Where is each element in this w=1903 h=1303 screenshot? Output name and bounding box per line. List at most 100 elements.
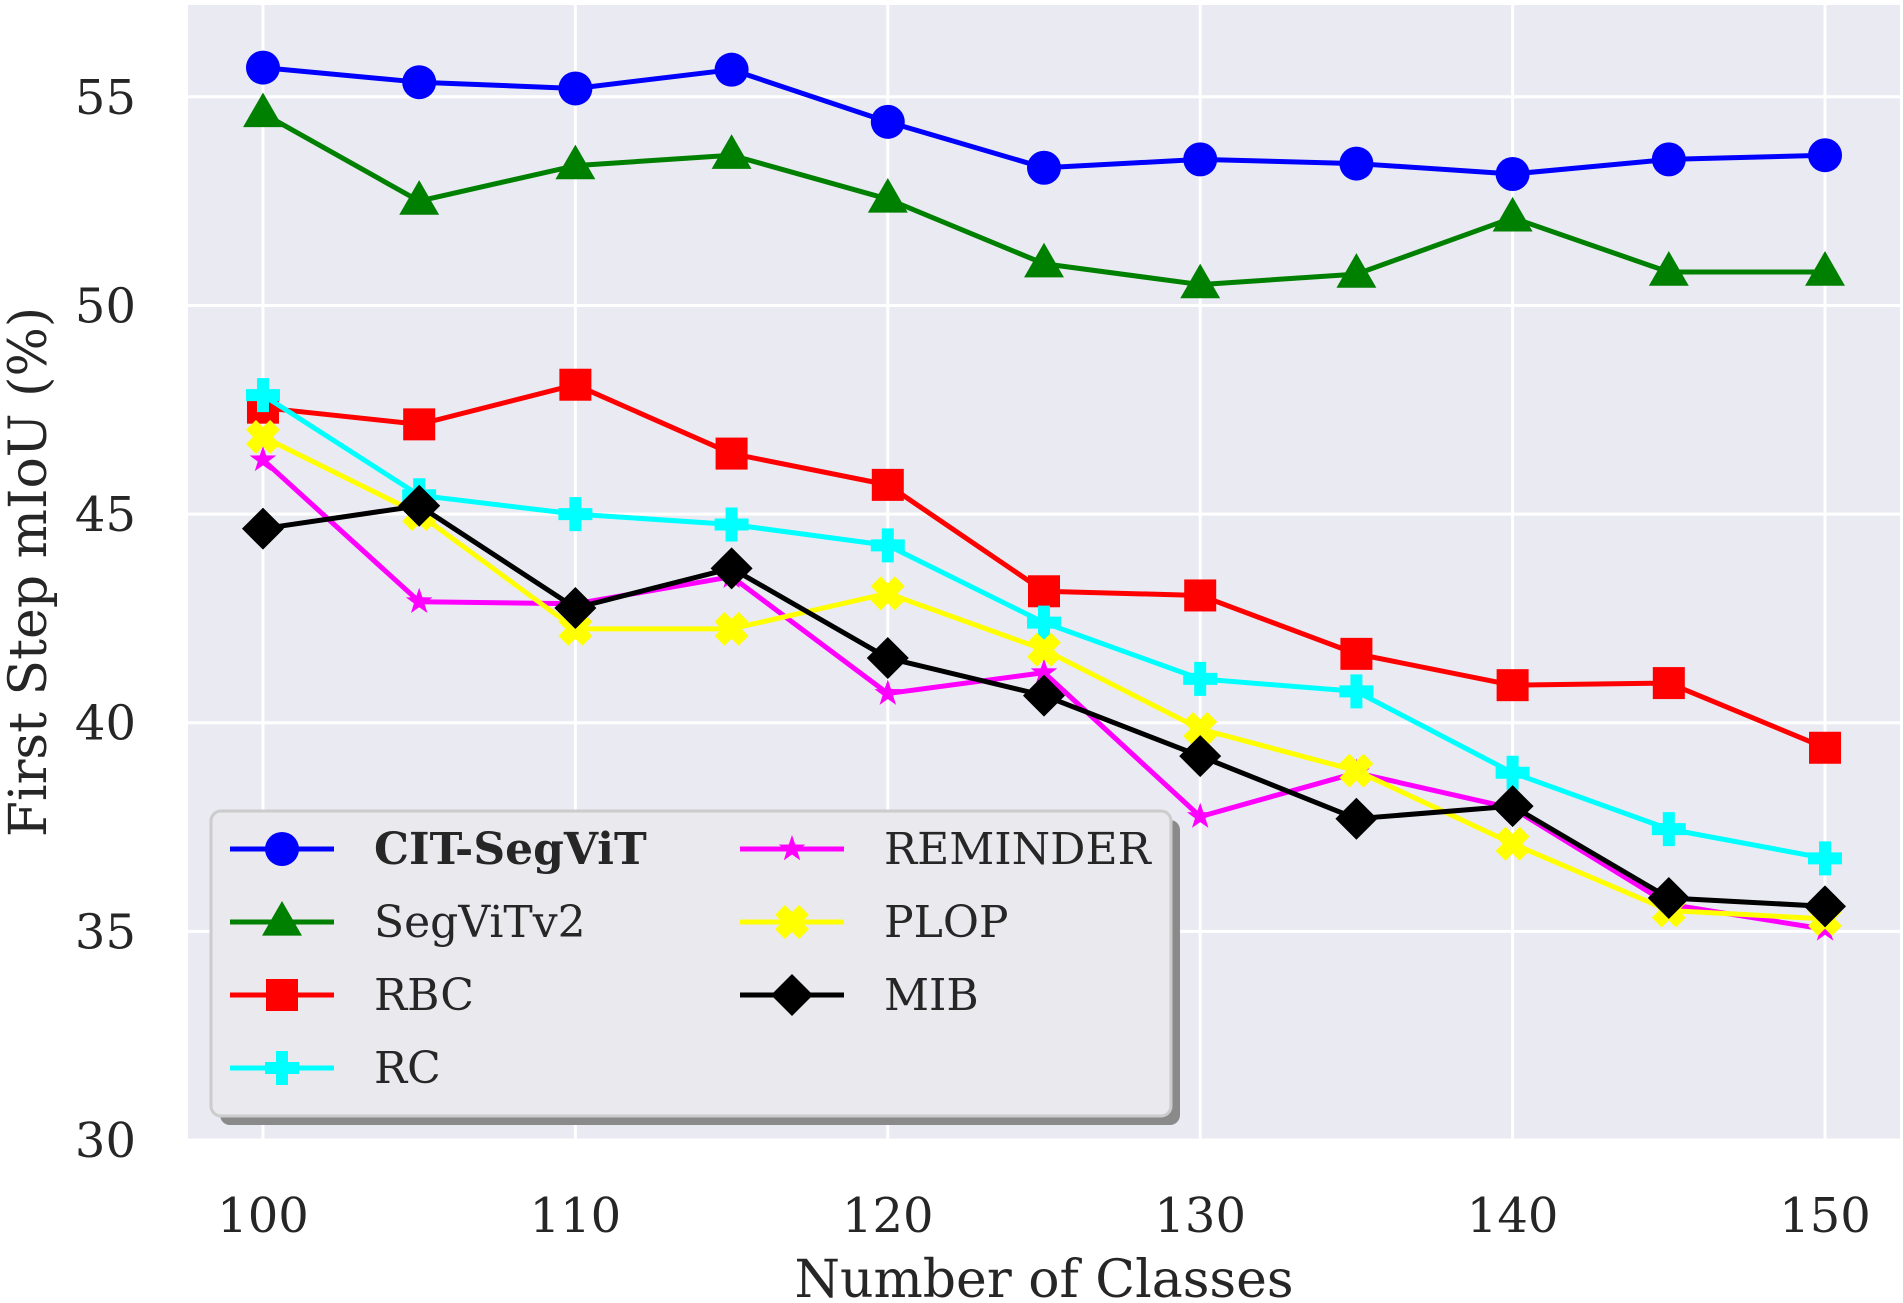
x-tick-label: 120 (842, 1188, 934, 1244)
data-point (1651, 142, 1686, 177)
data-point (559, 368, 592, 401)
data-point (1027, 632, 1061, 667)
data-point (1024, 242, 1064, 278)
legend-item: PLOP (740, 897, 1009, 948)
data-point (241, 507, 284, 550)
x-tick-label: 130 (1154, 1188, 1246, 1244)
data-point (1183, 712, 1218, 746)
data-point (554, 586, 597, 629)
data-point (1491, 785, 1534, 828)
y-tick-label: 30 (75, 1113, 136, 1169)
data-point (1028, 575, 1060, 608)
series-layer (241, 50, 1847, 941)
data-point (870, 576, 905, 611)
x-tick-label: 140 (1467, 1188, 1559, 1244)
legend-item: MIB (740, 970, 979, 1021)
legend-item: REMINDER (740, 824, 1153, 875)
data-point (874, 679, 902, 705)
data-point (1648, 251, 1689, 286)
data-point (1495, 826, 1530, 861)
data-point (555, 144, 596, 180)
y-tick-label: 35 (75, 904, 136, 960)
x-tick-label: 150 (1779, 1188, 1871, 1244)
y-tick-label: 50 (75, 278, 136, 334)
series-cit-segvit (245, 50, 1843, 191)
data-point (399, 180, 440, 215)
data-point (1179, 735, 1222, 778)
data-point (1805, 251, 1845, 286)
y-tick-label: 45 (75, 487, 136, 543)
data-point (1339, 146, 1374, 181)
data-point (1339, 674, 1374, 709)
legend-label: RBC (374, 970, 474, 1021)
data-point (1651, 812, 1686, 847)
data-point (1647, 876, 1690, 919)
legend-marker (778, 835, 806, 861)
data-point (870, 528, 905, 563)
data-point (558, 497, 593, 532)
data-point (867, 178, 908, 213)
legend-label: MIB (884, 970, 979, 1021)
legend-label: CIT-SegViT (374, 824, 647, 875)
data-point (714, 611, 749, 646)
data-point (1030, 658, 1058, 684)
tick-labels: 100 110 120 130 140 150 30 35 40 45 50 55 (75, 70, 1871, 1244)
data-point (1183, 661, 1218, 696)
legend-label: SegViTv2 (374, 897, 586, 948)
data-point (1027, 150, 1061, 185)
data-point (249, 445, 277, 472)
legend-marker (775, 905, 809, 939)
legend: CIT-SegViT SegViTv2 RBC RC REMINDER PLOP MIB (209, 809, 1180, 1125)
data-point (558, 71, 593, 106)
y-tick-label: 40 (75, 696, 136, 752)
data-point (398, 484, 441, 527)
data-point (1023, 674, 1065, 717)
series-mib (241, 484, 1847, 928)
data-point (714, 52, 749, 87)
legend-label: PLOP (884, 897, 1009, 948)
data-point (710, 547, 753, 590)
data-point (1027, 605, 1061, 640)
legend-item: CIT-SegViT (230, 824, 647, 875)
data-point (866, 637, 909, 680)
legend-box (209, 809, 1173, 1118)
y-tick-label: 55 (75, 70, 136, 126)
series-segvitv2 (243, 92, 1845, 299)
legend-label: REMINDER (884, 824, 1153, 875)
legend-label: RC (374, 1043, 441, 1094)
data-point (403, 408, 436, 441)
data-point (1186, 802, 1214, 828)
data-point (246, 419, 280, 454)
data-point (1808, 841, 1843, 876)
data-point (715, 437, 748, 470)
data-point (243, 92, 283, 128)
data-point (405, 587, 433, 614)
data-point (245, 378, 280, 413)
data-point (1336, 253, 1377, 288)
legend-item: SegViTv2 (230, 897, 586, 948)
x-tick-label: 100 (217, 1188, 309, 1244)
data-point (1495, 156, 1530, 191)
data-point (871, 468, 904, 501)
data-point (870, 104, 905, 139)
legend-marker (265, 1051, 299, 1085)
legend-marker (265, 832, 299, 866)
data-point (1335, 797, 1378, 840)
legend-marker (771, 974, 813, 1016)
data-point (1804, 885, 1847, 928)
data-point (711, 134, 752, 169)
data-point (1495, 755, 1530, 790)
x-axis-label: Number of Classes (794, 1250, 1293, 1303)
y-axis-label: First Step mIoU (%) (0, 307, 59, 837)
data-point (1652, 667, 1685, 700)
data-point (1809, 731, 1842, 764)
data-point (1496, 669, 1529, 702)
data-point (245, 50, 280, 85)
data-point (402, 65, 437, 100)
data-point (1492, 196, 1533, 232)
data-point (1184, 579, 1217, 612)
legend-marker (266, 979, 298, 1011)
data-point (1808, 138, 1843, 173)
series-rc (245, 378, 1843, 876)
